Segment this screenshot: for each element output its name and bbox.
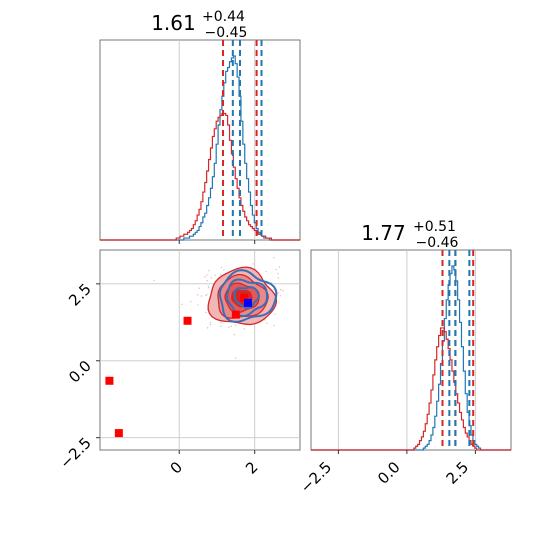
scatter-point bbox=[277, 272, 279, 275]
param1-title-minus: −0.45 bbox=[205, 25, 248, 41]
scatter-point bbox=[278, 266, 281, 268]
param1-histogram-grid bbox=[178, 40, 256, 240]
param2-title-plus: +0.51 bbox=[413, 219, 456, 235]
histogram-series-1 bbox=[100, 112, 300, 241]
scatter-point bbox=[230, 325, 233, 328]
contour-y-tick-label-0: −2.5 bbox=[56, 434, 94, 472]
contour-markers bbox=[105, 293, 252, 438]
param1-title-plus: +0.44 bbox=[202, 9, 245, 25]
scatter-point bbox=[277, 277, 280, 279]
scatter-point bbox=[220, 274, 222, 276]
param2-title-minus: −0.46 bbox=[416, 235, 459, 251]
scatter-point bbox=[214, 274, 216, 276]
scatter-point bbox=[234, 357, 237, 360]
marker-square-4 bbox=[240, 293, 249, 302]
marker-square-2 bbox=[105, 376, 114, 385]
blue-contour-level-1 bbox=[225, 278, 269, 318]
scatter-point bbox=[220, 325, 222, 328]
param1-histogram-frame bbox=[99, 39, 301, 241]
scatter-point bbox=[209, 323, 212, 326]
scatter-point bbox=[233, 333, 236, 336]
param2-quantile-lines bbox=[441, 250, 475, 450]
param1-title-median: 1.61 bbox=[151, 11, 196, 35]
param1-histogram-ticks bbox=[178, 240, 256, 244]
param1-quantile-lines bbox=[222, 40, 263, 240]
param2-title-median: 1.77 bbox=[361, 221, 406, 245]
param2-histogram-frame bbox=[310, 249, 512, 451]
blue-contour-level-0 bbox=[218, 269, 278, 323]
x-tick-label-1: 0.0 bbox=[374, 458, 404, 488]
scatter-point bbox=[197, 304, 199, 306]
scatter-point bbox=[234, 324, 237, 326]
x-tick-label-0: −2.5 bbox=[297, 458, 335, 496]
scatter-point bbox=[208, 269, 210, 272]
scatter-point bbox=[198, 287, 200, 289]
param2-histogram-grid bbox=[337, 250, 476, 450]
scatter-point bbox=[220, 322, 222, 324]
scatter-point bbox=[153, 279, 155, 282]
scatter-point bbox=[206, 274, 208, 276]
scatter-point bbox=[279, 295, 282, 297]
contour-frame bbox=[99, 249, 301, 451]
scatter-point bbox=[228, 326, 230, 329]
contour-y-tick-label-2: 2.5 bbox=[65, 280, 95, 310]
scatter-point bbox=[210, 277, 212, 279]
param1-histogram-panel: 1.61 +0.44 −0.45 bbox=[99, 6, 301, 244]
scatter-point bbox=[243, 328, 246, 330]
scatter-point bbox=[205, 311, 207, 314]
scatter-point bbox=[206, 327, 209, 329]
scatter-point bbox=[208, 286, 210, 289]
scatter-point bbox=[273, 257, 275, 259]
scatter-point bbox=[274, 313, 276, 315]
scatter-point bbox=[196, 294, 199, 296]
scatter-point bbox=[206, 279, 208, 282]
scatter-point bbox=[266, 322, 268, 324]
scatter-point bbox=[220, 266, 223, 269]
marker-square-5 bbox=[243, 298, 252, 307]
contour-x-tick-label-0: 0 bbox=[167, 458, 186, 477]
contour-x-tick-label-1: 2 bbox=[242, 458, 261, 477]
marker-square-0 bbox=[183, 316, 192, 325]
param2-title: 1.77 +0.51 −0.46 bbox=[361, 216, 461, 251]
scatter-point bbox=[206, 293, 208, 296]
param1-param2-contour-panel: 0 2 −2.5 0.0 2.5 bbox=[56, 249, 301, 478]
marker-square-3 bbox=[114, 429, 123, 438]
scatter-point bbox=[205, 294, 207, 297]
scatter-point bbox=[200, 295, 203, 297]
contour-y-tick-label-1: 0.0 bbox=[65, 357, 95, 387]
scatter-point bbox=[252, 263, 254, 265]
scatter-point bbox=[277, 292, 279, 294]
scatter-point bbox=[209, 321, 212, 324]
scatter-point bbox=[280, 288, 282, 291]
scatter-point bbox=[273, 324, 275, 327]
scatter-point bbox=[270, 282, 273, 284]
marker-square-1 bbox=[231, 310, 240, 319]
scatter-point bbox=[190, 301, 192, 303]
x-tick-label-2: 2.5 bbox=[443, 458, 473, 488]
blue-contour-level-2 bbox=[233, 286, 260, 310]
scatter-point bbox=[207, 285, 209, 287]
scatter-point bbox=[181, 303, 183, 306]
param2-histogram-panel: −2.5 0.0 2.5 1.77 +0.51 −0.46 bbox=[297, 216, 512, 497]
param1-histogram-series bbox=[100, 55, 300, 241]
scatter-point bbox=[282, 289, 284, 292]
scatter-point bbox=[273, 289, 275, 291]
scatter-point bbox=[265, 270, 267, 273]
param2-histogram-ticks: −2.5 0.0 2.5 bbox=[297, 450, 476, 497]
param1-title: 1.61 +0.44 −0.45 bbox=[151, 6, 250, 41]
scatter-point bbox=[223, 269, 225, 271]
scatter-point bbox=[204, 276, 206, 278]
scatter-point bbox=[275, 268, 277, 271]
